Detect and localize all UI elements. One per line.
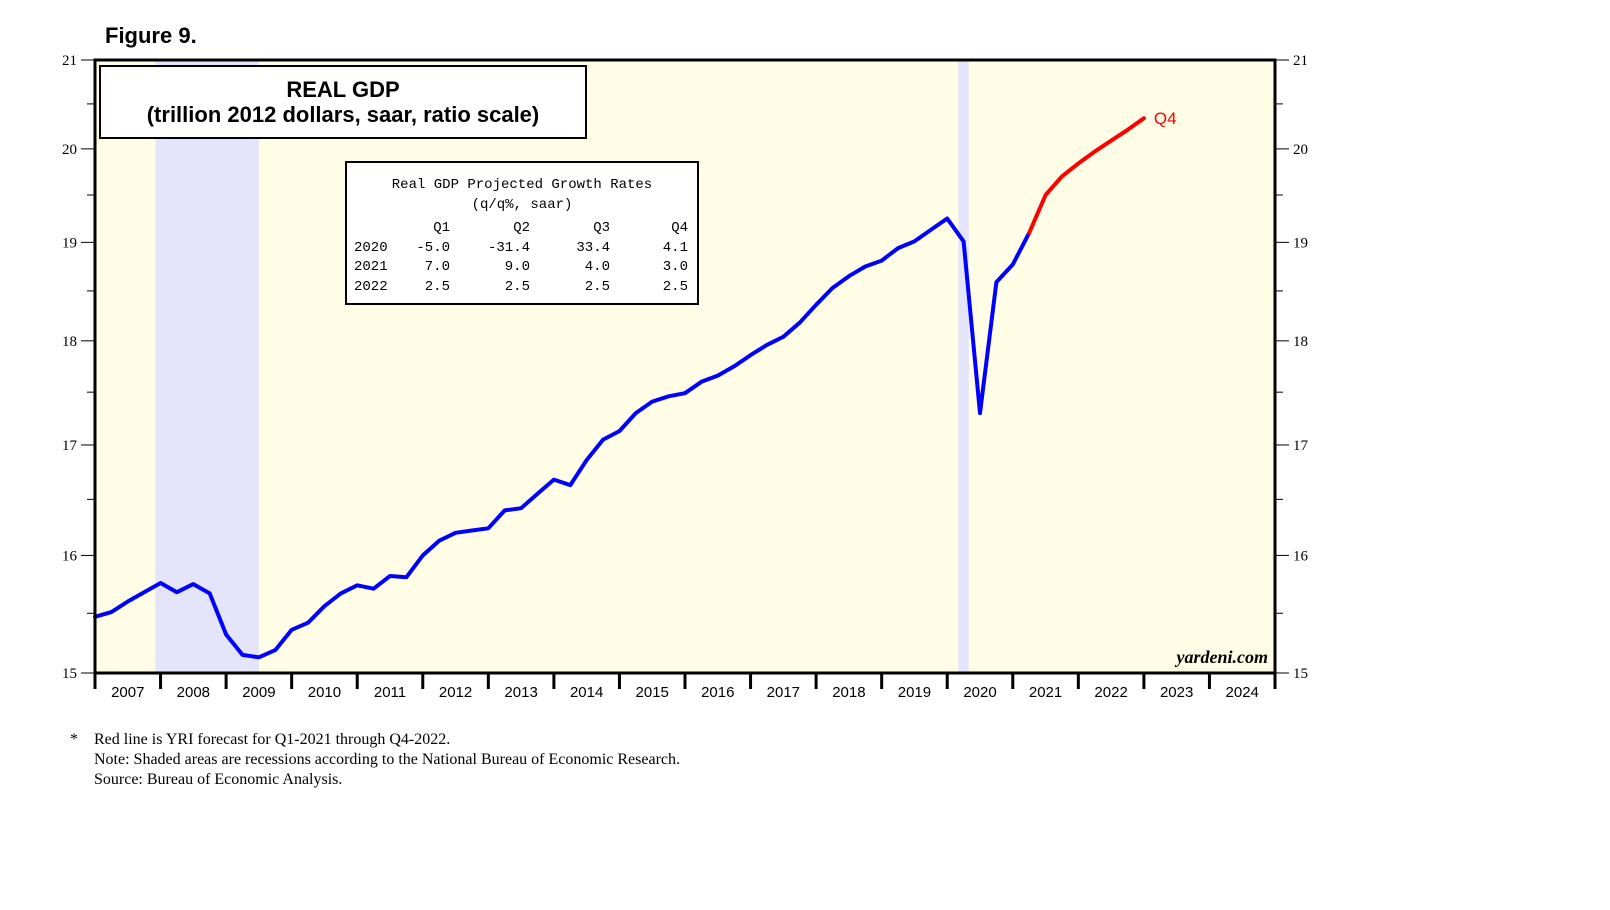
y-tick-label-right: 18 <box>1293 334 1308 350</box>
title-box-frame <box>99 65 587 139</box>
y-tick-label-left: 15 <box>62 666 77 682</box>
x-tick-label: 2011 <box>374 684 406 701</box>
y-tick-label-right: 15 <box>1293 666 1308 682</box>
y-tick-label-right: 16 <box>1293 548 1309 564</box>
x-tick-label: 2008 <box>177 684 210 701</box>
note-forecast: Red line is YRI forecast for Q1-2021 thr… <box>94 731 451 748</box>
x-tick-label: 2024 <box>1226 684 1259 701</box>
table-cell: 9.0 <box>505 259 530 275</box>
table-title: Real GDP Projected Growth Rates <box>392 177 652 193</box>
x-tick-label: 2017 <box>767 684 800 701</box>
series-layer: Q4 <box>93 109 1177 660</box>
x-tick-label: 2021 <box>1029 684 1062 701</box>
figure-label: Figure 9. <box>105 23 197 48</box>
real-gdp-line <box>93 216 1032 660</box>
table-header: Q2 <box>513 220 530 236</box>
forecast-end-label: Q4 <box>1154 109 1177 128</box>
chart-title-box: REAL GDP (trillion 2012 dollars, saar, r… <box>99 65 587 139</box>
table-cell: 2.5 <box>663 279 688 295</box>
x-tick-label: 2013 <box>504 684 537 701</box>
table-cell: 4.0 <box>585 259 610 275</box>
table-subtitle: (q/q%, saar) <box>472 197 573 213</box>
x-tick-label: 2015 <box>636 684 669 701</box>
recession-band-1 <box>958 60 969 673</box>
note-asterisk: * <box>70 731 78 748</box>
x-tick-label: 2016 <box>701 684 734 701</box>
y-tick-label-right: 19 <box>1293 235 1308 251</box>
table-frame <box>345 161 699 305</box>
y-tick-label-right: 17 <box>1293 438 1309 454</box>
chart-notes: * Red line is YRI forecast for Q1-2021 t… <box>70 730 680 790</box>
y-axis-left: 15 16 17 18 19 20 21 <box>62 53 95 682</box>
chart-subtitle: (trillion 2012 dollars, saar, ratio scal… <box>147 102 540 127</box>
table-row-year: 2021 <box>354 259 388 275</box>
chart-title: REAL GDP <box>286 77 399 102</box>
table-cell: 7.0 <box>425 259 450 275</box>
y-tick-label-left: 21 <box>62 53 77 69</box>
table-cell: 33.4 <box>576 240 610 256</box>
x-tick-label: 2009 <box>242 684 275 701</box>
table-cells: Q1 Q2 Q3 Q4 2020 -5.0 -31.4 33.4 4.1 2021 7.0 9.0 4.… <box>354 220 688 295</box>
table-row-year: 2022 <box>354 279 388 295</box>
plot-border <box>93 58 1277 675</box>
table-row-year: 2020 <box>354 240 388 256</box>
brand-watermark: yardeni.com <box>1175 647 1269 667</box>
y-axis-right: 15 16 17 18 19 20 21 <box>1275 53 1309 682</box>
x-axis: 2007 2008 2009 2010 2011 2012 2013 2014 2015 2016… <box>93 673 1277 701</box>
table-cell: 4.1 <box>663 240 688 256</box>
note-source: Source: Bureau of Economic Analysis. <box>94 771 343 788</box>
table-cell: 3.0 <box>663 259 688 275</box>
x-tick-label: 2012 <box>439 684 472 701</box>
note-recessions: Note: Shaded areas are recessions accord… <box>94 751 680 768</box>
growth-rates-table: Real GDP Projected Growth Rates (q/q%, s… <box>345 161 699 305</box>
table-cell: 2.5 <box>585 279 610 295</box>
forecast-line <box>1027 116 1146 235</box>
x-tick-label: 2007 <box>111 684 144 701</box>
x-tick-label: 2019 <box>898 684 931 701</box>
table-cell: -5.0 <box>416 240 450 256</box>
y-tick-label-left: 17 <box>62 438 78 454</box>
x-tick-label: 2022 <box>1094 684 1127 701</box>
x-tick-label: 2020 <box>963 684 996 701</box>
recession-band-0 <box>155 60 259 673</box>
y-tick-label-left: 20 <box>62 142 77 158</box>
y-tick-label-right: 20 <box>1293 142 1308 158</box>
recession-bands <box>155 60 969 673</box>
table-cell: -31.4 <box>488 240 530 256</box>
y-tick-label-left: 18 <box>62 334 77 350</box>
table-cell: 2.5 <box>505 279 530 295</box>
y-tick-label-right: 21 <box>1293 53 1308 69</box>
table-header: Q4 <box>671 220 688 236</box>
table-header: Q1 <box>433 220 450 236</box>
x-tick-label: 2014 <box>570 684 603 701</box>
table-cell: 2.5 <box>425 279 450 295</box>
x-tick-label: 2023 <box>1160 684 1193 701</box>
x-tick-label: 2010 <box>308 684 341 701</box>
y-tick-label-left: 19 <box>62 235 77 251</box>
y-tick-label-left: 16 <box>62 548 78 564</box>
x-tick-label: 2018 <box>832 684 865 701</box>
table-header: Q3 <box>593 220 610 236</box>
plot-background <box>95 60 1275 673</box>
